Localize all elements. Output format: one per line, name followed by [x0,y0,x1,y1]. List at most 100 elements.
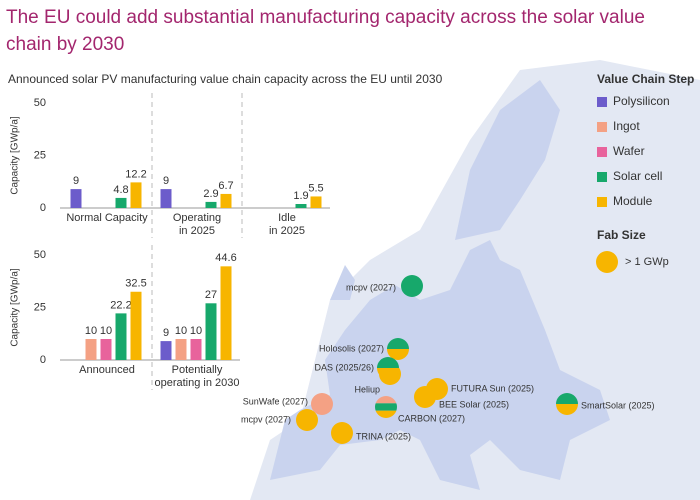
y-tick-label: 0 [40,202,46,214]
fab-marker [414,386,436,408]
value-label: 12.2 [125,168,146,180]
bar [310,196,322,208]
map-eu [270,240,610,490]
fab-marker [387,338,409,360]
bar [160,189,172,208]
bar [85,339,97,360]
y-tick-label: 25 [34,301,46,313]
fab-marker [296,409,318,431]
fab-band [556,404,578,415]
fab-label: Holosolis (2027) [319,343,384,353]
map-eu [455,80,560,240]
value-label: 22.2 [110,299,131,311]
legend-swatch [597,197,607,207]
fab-marker [375,396,397,418]
fab-band [556,393,578,404]
fab-size-label: > 1 GWp [625,256,669,268]
bar [70,189,82,208]
fab-size-marker [596,251,618,273]
value-label: 6.7 [218,180,233,192]
value-label: 10 [175,325,187,337]
fab-band [414,386,436,408]
y-tick-label: 50 [34,249,46,261]
fab-band [401,275,423,297]
x-tick-label: Operating in 2025 [172,212,222,237]
fab-band [375,396,397,404]
y-tick-label: 25 [34,149,46,161]
fab-label: SmartSolar (2025) [581,400,655,410]
legend-swatch [597,122,607,132]
bar [130,291,142,360]
value-label: 9 [163,175,169,187]
fab-label: BEE Solar (2025) [439,399,509,409]
value-label: 5.5 [308,182,323,194]
legend-label: Wafer [613,144,645,158]
fab-label: mcpv (2027) [346,282,396,292]
legend-swatch [597,97,607,107]
value-label: 1.9 [293,190,308,202]
fab-band [296,409,318,431]
fab-marker [311,393,333,415]
bar [205,303,217,360]
value-label: 44.6 [215,252,236,264]
value-label: 10 [100,325,112,337]
legend-title: Value Chain Step [597,72,694,86]
value-label: 32.5 [125,278,146,290]
value-label: 10 [85,325,97,337]
legend-swatch [597,147,607,157]
value-label: 9 [73,175,79,187]
legend-label: Module [613,194,653,208]
x-tick-label: Potentially operating in 2030 [154,364,240,389]
legend-label: Polysilicon [613,94,670,108]
fab-label: TRINA (2025) [356,431,411,441]
fab-marker [331,422,353,444]
bar [220,266,232,360]
fab-label: CARBON (2027) [398,413,465,423]
fab-band [387,349,409,360]
x-tick-label: Announced [79,364,135,376]
bar [100,339,112,360]
value-label: 10 [190,325,202,337]
fab-band [387,338,409,349]
value-label: 2.9 [203,188,218,200]
value-label: 4.8 [113,184,128,196]
bar [220,193,232,208]
bar [160,341,172,360]
value-label: 27 [205,289,217,301]
fab-band [311,393,333,415]
bar [115,313,127,360]
fab-label: SunWafe (2027) [243,396,308,406]
fab-band [375,410,397,418]
fab-marker [377,357,399,379]
y-axis-label: Capacity [GWp/a] [10,116,21,195]
map-eu [330,265,355,300]
x-tick-label: Idle in 2025 [268,212,306,237]
fab-marker [556,393,578,415]
fab-marker [401,275,423,297]
fab-band [377,368,399,379]
fab-label: DAS (2025/26) [314,362,374,372]
y-axis-label: Capacity [GWp/a] [10,268,21,347]
bar [205,201,217,208]
y-tick-label: 50 [34,97,46,109]
bar [115,197,127,208]
bar [190,339,202,360]
y-tick-label: 0 [40,354,46,366]
title: The EU could add substantial manufacturi… [6,7,645,55]
legend-label: Solar cell [613,169,662,183]
fab-label: Heliup [354,384,380,394]
fab-band [375,403,397,411]
legend-swatch [597,172,607,182]
x-tick-label: Normal Capacity [66,212,148,224]
bar [130,182,142,208]
fab-band [331,422,353,444]
fab-size-title: Fab Size [597,228,646,242]
map [250,60,700,500]
value-label: 9 [163,327,169,339]
legend-label: Ingot [613,119,640,133]
bar [295,204,307,208]
subtitle: Announced solar PV manufacturing value c… [8,72,443,86]
fab-label: FUTURA Sun (2025) [451,383,534,393]
